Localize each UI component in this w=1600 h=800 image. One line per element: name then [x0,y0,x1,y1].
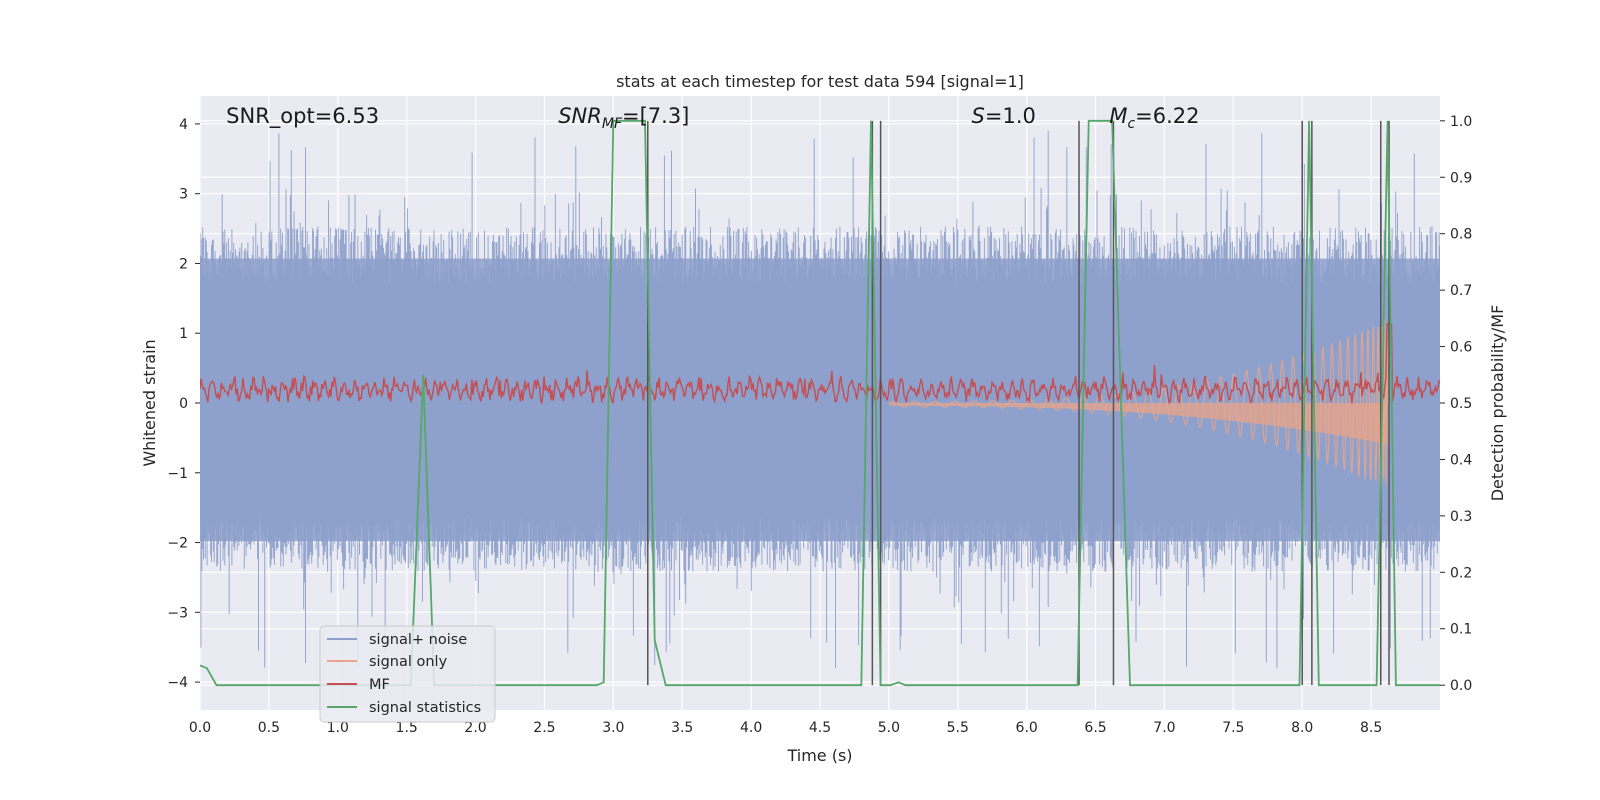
y2-tick-label: 0.1 [1450,622,1472,638]
x-tick-label: 3.0 [602,720,624,736]
series-signal-noise [200,130,1440,669]
legend-label-signal-noise: signal+ noise [369,632,467,648]
y2-tick-label: 0.7 [1450,283,1472,299]
x-tick-label: 7.0 [1153,720,1175,736]
y2-tick-label: 0.9 [1450,170,1472,186]
series-mf [200,323,1440,405]
chart-title: stats at each timestep for test data 594… [616,72,1024,91]
y2-tick-label: 0.8 [1450,227,1472,243]
y-tick-label: −4 [167,675,188,691]
x-tick-label: 0.5 [258,720,280,736]
legend-label-signal-statistics: signal statistics [369,700,481,716]
y-tick-label: 0 [179,396,188,412]
annotation-snr-mf: SNRMF=[7.3] [558,104,689,132]
y-axis-label: Whitened strain [140,339,159,466]
annotation-s-value: S=1.0 [972,104,1036,128]
legend: signal+ noise signal only MF signal stat… [319,625,496,723]
y2-tick-label: 0.0 [1450,678,1472,694]
y2-tick-label: 1.0 [1450,114,1472,130]
legend-label-signal-only: signal only [369,654,448,670]
x-tick-label: 5.5 [947,720,969,736]
x-tick-label: 6.5 [1084,720,1106,736]
y-tick-labels: 4 3 2 1 0 −1 −2 −3 −4 [167,117,200,691]
x-tick-label: 7.5 [1222,720,1244,736]
legend-label-mf: MF [369,677,390,693]
y-tick-label: 1 [179,326,188,342]
x-tick-label: 2.5 [533,720,555,736]
y2-tick-label: 0.3 [1450,509,1472,525]
y-tick-label: 2 [179,256,188,272]
y2-tick-label: 0.6 [1450,340,1472,356]
x-tick-label: 8.0 [1291,720,1313,736]
annotations: SNR_opt=6.53 SNRMF=[7.3] S=1.0 Mc=6.22 [226,104,1199,132]
y-tick-label: 4 [179,117,188,133]
y-tick-label: −3 [167,605,188,621]
y2-tick-label: 0.2 [1450,565,1472,581]
x-axis-label: Time (s) [786,746,852,765]
x-tick-label: 4.5 [809,720,831,736]
y2-axis-label: Detection probability/MF [1488,305,1507,502]
y-tick-label: 3 [179,187,188,203]
legend-box [319,625,496,723]
mf-trace [200,323,1440,405]
x-tick-label: 0.0 [189,720,211,736]
signal-envelope [888,403,1388,445]
vertical-markers [647,120,1390,686]
x-tick-label: 1.0 [327,720,349,736]
y-tick-label: −1 [167,466,188,482]
x-tick-label: 2.0 [464,720,486,736]
x-tick-label: 5.0 [878,720,900,736]
x-tick-labels: 0.0 0.5 1.0 1.5 2.0 2.5 3.0 3.5 4.0 4.5 5.0 5.5 6.0 6… [189,720,1382,736]
x-tick-label: 8.5 [1360,720,1382,736]
y-tick-label: −2 [167,536,188,552]
annotation-mc-value: Mc=6.22 [1109,104,1199,132]
x-tick-label: 4.0 [740,720,762,736]
x-tick-label: 1.5 [396,720,418,736]
annotation-snr-opt: SNR_opt=6.53 [226,104,379,129]
y2-tick-label: 0.4 [1450,452,1472,468]
x-tick-label: 3.5 [671,720,693,736]
y2-tick-label: 0.5 [1450,396,1472,412]
y2-tick-labels: 1.0 0.9 0.8 0.7 0.6 0.5 0.4 0.3 0.2 0.1 0.0 [1440,114,1472,694]
x-tick-label: 6.0 [1016,720,1038,736]
